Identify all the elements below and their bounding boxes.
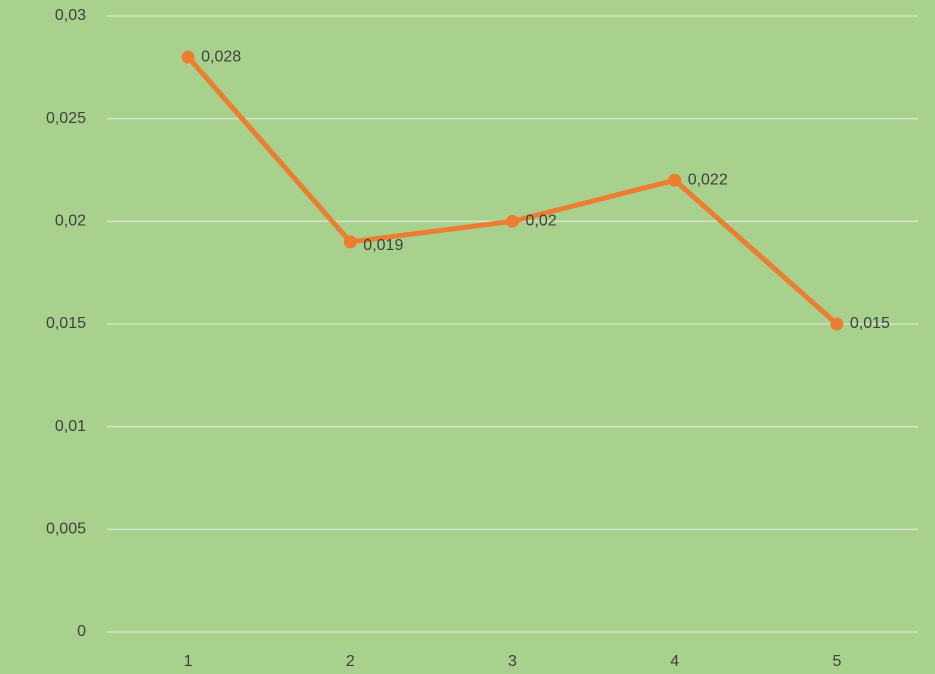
x-tick-label: 1 (184, 653, 193, 670)
x-tick-label: 4 (670, 653, 679, 670)
data-point (181, 50, 195, 64)
data-label: 0,02 (526, 213, 557, 230)
data-label: 0,028 (201, 48, 241, 65)
data-point (343, 235, 357, 249)
y-tick-label: 0,025 (46, 110, 86, 127)
x-tick-label: 5 (832, 653, 841, 670)
data-label: 0,022 (688, 171, 728, 188)
y-tick-label: 0 (77, 623, 86, 640)
data-label: 0,019 (363, 237, 403, 254)
data-label: 0,015 (850, 315, 890, 332)
y-tick-label: 0,005 (46, 521, 86, 538)
data-point (506, 214, 519, 228)
y-tick-label: 0,02 (55, 213, 86, 230)
x-tick-label: 3 (508, 653, 517, 670)
y-tick-label: 0,03 (55, 7, 86, 24)
y-tick-label: 0,015 (46, 315, 86, 332)
x-tick-label: 2 (346, 653, 355, 670)
data-point (830, 317, 844, 331)
data-point (668, 173, 682, 187)
y-tick-label: 0,01 (55, 418, 86, 435)
